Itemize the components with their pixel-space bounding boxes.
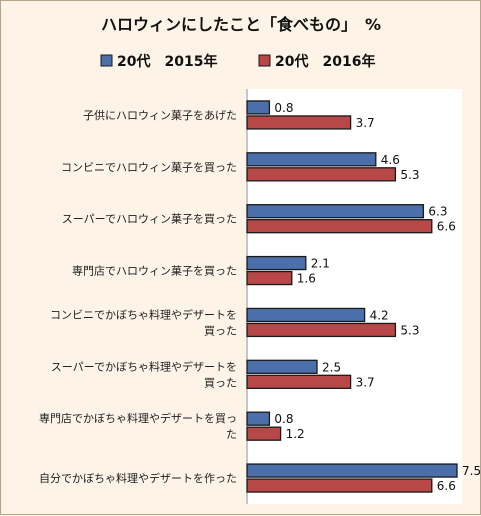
- bar-s0-c7: [246, 463, 458, 478]
- bar-s0-c3: [246, 255, 307, 271]
- legend-label-2015: 20代 2015年: [117, 53, 217, 70]
- value-label-s1-c0: 3.7: [356, 116, 375, 130]
- category-label-5-line-1: 買った: [204, 376, 237, 389]
- category-label-0-line-0: 子供にハロウィン菓子をあげた: [83, 108, 237, 122]
- bar-s0-c5: [246, 359, 318, 374]
- value-label-s1-c4: 5.3: [400, 323, 419, 337]
- value-label-s0-c4: 4.2: [370, 308, 389, 322]
- bar-s0-c2: [246, 204, 425, 219]
- category-label-2-line-0: スーパーでハロウィン菓子を買った: [62, 213, 237, 226]
- plot-area: [246, 89, 462, 504]
- bar-s1-c6: [246, 426, 282, 441]
- value-label-s1-c5: 3.7: [356, 375, 375, 389]
- value-label-s1-c1: 5.3: [400, 168, 419, 182]
- value-label-s0-c1: 4.6: [381, 153, 400, 167]
- legend-label-2016: 20代 2016年: [275, 53, 375, 70]
- bar-s1-c2: [246, 219, 433, 234]
- bar-s1-c5: [246, 374, 352, 389]
- bar-s1-c1: [246, 167, 397, 182]
- value-label-s0-c3: 2.1: [311, 257, 330, 271]
- category-label-3-line-0: 専門店でハロウィン菓子を買った: [72, 264, 237, 278]
- value-label-s0-c7: 7.5: [462, 464, 481, 478]
- bars-layer: 0.83.74.65.36.36.62.11.64.25.32.53.70.81…: [246, 100, 481, 493]
- bar-s1-c4: [246, 322, 397, 338]
- bar-s0-c1: [246, 152, 377, 167]
- value-label-s0-c5: 2.5: [322, 360, 341, 374]
- bar-s0-c0: [246, 100, 271, 115]
- category-label-1-line-0: コンビニでハロウィン菓子を買った: [61, 161, 237, 174]
- value-label-s1-c6: 1.2: [286, 427, 305, 441]
- legend-swatch-2016: [258, 54, 271, 67]
- legend: 20代 2015年 20代 2016年: [100, 53, 375, 70]
- bar-s1-c7: [246, 478, 433, 493]
- category-label-4-line-0: コンビニでかぼちゃ料理やデザートを: [50, 307, 237, 321]
- chart-title: ハロウィンにしたこと「食べもの」 %: [101, 15, 381, 34]
- category-label-7-line-0: 自分でかぼちゃ料理やデザートを作った: [39, 471, 237, 485]
- value-label-s0-c0: 0.8: [274, 101, 293, 115]
- value-label-s1-c2: 6.6: [437, 220, 456, 234]
- bar-s0-c4: [246, 307, 366, 323]
- bar-s1-c3: [246, 270, 293, 286]
- category-label-6-line-0: 専門店でかぼちゃ料理やデザートを買っ: [39, 411, 237, 425]
- category-label-5-line-0: スーパーでかぼちゃ料理やデザートを: [51, 359, 237, 373]
- bar-s0-c6: [246, 411, 271, 426]
- category-label-4-line-1: 買った: [204, 324, 237, 337]
- category-label-6-line-1: た: [226, 428, 237, 441]
- category-labels: 子供にハロウィン菓子をあげたコンビニでハロウィン菓子を買ったスーパーでハロウィン…: [39, 108, 237, 485]
- value-label-s0-c2: 6.3: [428, 205, 447, 219]
- value-label-s0-c6: 0.8: [274, 412, 293, 426]
- value-label-s1-c7: 6.6: [437, 479, 456, 493]
- bar-s1-c0: [246, 115, 352, 130]
- legend-swatch-2015: [100, 54, 113, 67]
- value-label-s1-c3: 1.6: [297, 272, 316, 286]
